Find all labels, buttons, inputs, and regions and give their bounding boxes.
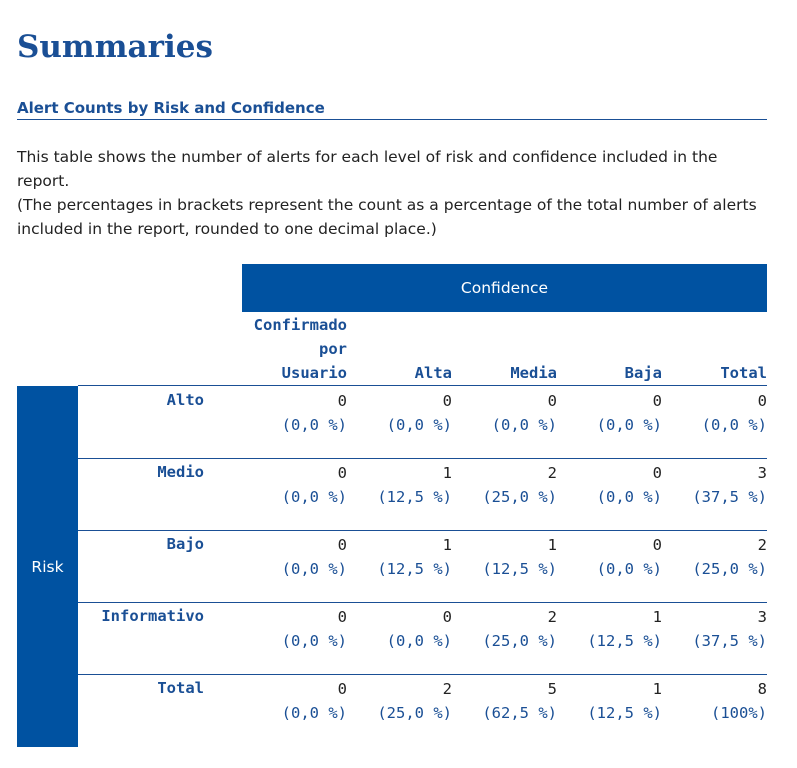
table-cell: 2 (25,0 %) (692, 536, 767, 578)
header-rule (78, 385, 767, 386)
table-cell: 0 (0,0 %) (596, 464, 662, 506)
table-cell: 0 (0,0 %) (281, 608, 347, 650)
column-header-baja: Baja (624, 364, 662, 382)
table-cell: 0 (0,0 %) (596, 536, 662, 578)
column-header-total: Total (720, 364, 767, 382)
column-header-confirmado-por-usuario: Confirmado por Usuario (253, 316, 347, 382)
row-label-alto: Alto (166, 391, 204, 409)
confidence-header: Confidence (242, 264, 767, 312)
table-cell: 8 (100%) (711, 680, 767, 722)
risk-header: Risk (17, 386, 78, 747)
table-cell: 0 (0,0 %) (491, 392, 557, 434)
table-cell: 0 (0,0 %) (281, 680, 347, 722)
page-title: Summaries (17, 29, 213, 65)
table-cell: 0 (0,0 %) (386, 392, 452, 434)
table-cell: 1 (12,5 %) (587, 608, 662, 650)
row-label-informativo: Informativo (101, 607, 204, 625)
row-label-total: Total (157, 679, 204, 697)
column-header-alta: Alta (414, 364, 452, 382)
table-cell: 3 (37,5 %) (692, 464, 767, 506)
table-cell: 0 (0,0 %) (281, 464, 347, 506)
section-heading: Alert Counts by Risk and Confidence (17, 97, 767, 120)
table-cell: 2 (25,0 %) (377, 680, 452, 722)
table-cell: 0 (0,0 %) (701, 392, 767, 434)
row-divider (78, 458, 767, 459)
table-cell: 0 (0,0 %) (596, 392, 662, 434)
table-cell: 1 (12,5 %) (377, 536, 452, 578)
row-divider (78, 674, 767, 675)
row-label-medio: Medio (157, 463, 204, 481)
table-cell: 0 (0,0 %) (281, 536, 347, 578)
column-header-media: Media (510, 364, 557, 382)
table-cell: 0 (0,0 %) (386, 608, 452, 650)
table-cell: 2 (25,0 %) (482, 464, 557, 506)
intro-paragraph: This table shows the number of alerts fo… (17, 148, 718, 190)
table-cell: 1 (12,5 %) (587, 680, 662, 722)
row-divider (78, 530, 767, 531)
table-cell: 1 (12,5 %) (482, 536, 557, 578)
table-cell: 2 (25,0 %) (482, 608, 557, 650)
percentage-note-paragraph: (The percentages in brackets represent t… (17, 196, 757, 238)
table-cell: 1 (12,5 %) (377, 464, 452, 506)
row-label-bajo: Bajo (166, 535, 204, 553)
row-divider (78, 602, 767, 603)
table-cell: 5 (62,5 %) (482, 680, 557, 722)
table-cell: 3 (37,5 %) (692, 608, 767, 650)
table-cell: 0 (0,0 %) (281, 392, 347, 434)
